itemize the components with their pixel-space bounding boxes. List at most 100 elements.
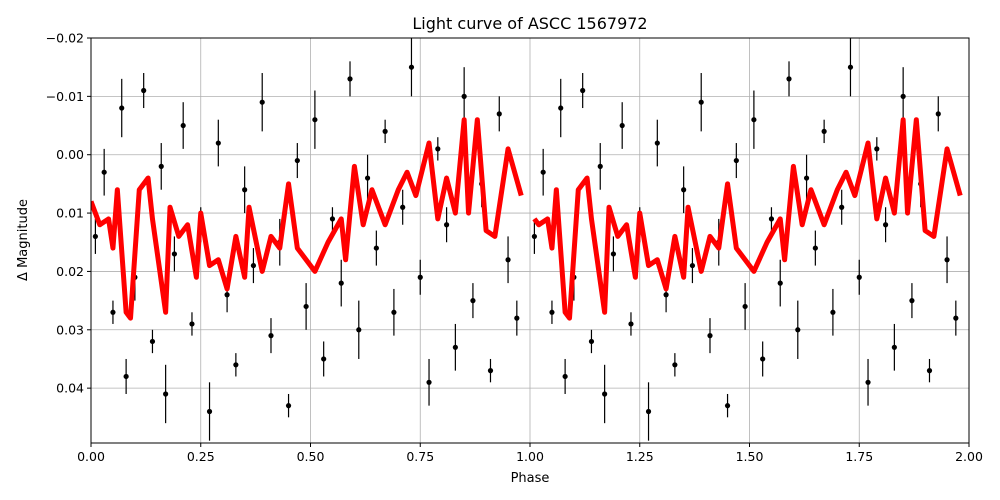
data-point — [426, 379, 432, 385]
data-point — [830, 309, 836, 315]
data-point — [487, 368, 494, 374]
data-point — [110, 309, 116, 315]
data-point — [408, 64, 415, 70]
data-point — [514, 315, 520, 321]
x-tick-label: 0.25 — [187, 449, 215, 464]
data-point — [171, 251, 178, 257]
data-point — [654, 140, 660, 146]
data-point — [909, 298, 915, 304]
chart-title: Light curve of ASCC 1567972 — [412, 14, 647, 33]
data-point — [953, 315, 959, 321]
data-point — [356, 327, 362, 333]
data-point — [689, 262, 696, 269]
x-tick-label: 1.25 — [626, 449, 654, 464]
x-tick-label: 1.50 — [736, 449, 764, 464]
data-point — [751, 117, 757, 123]
data-point — [935, 111, 941, 117]
data-point — [123, 373, 129, 380]
data-point — [92, 233, 98, 240]
data-point — [865, 379, 871, 385]
data-point — [373, 245, 379, 251]
data-point — [847, 64, 854, 70]
data-point — [944, 257, 950, 263]
data-point — [856, 274, 862, 280]
data-point — [645, 408, 652, 415]
data-point — [540, 169, 546, 175]
data-point — [839, 204, 845, 210]
x-tick-label: 1.00 — [516, 449, 544, 464]
data-point — [742, 303, 748, 310]
data-point — [242, 187, 248, 193]
data-point — [926, 368, 933, 374]
data-point — [505, 257, 511, 263]
data-point — [882, 222, 889, 228]
data-point — [549, 309, 555, 315]
data-point — [768, 216, 775, 222]
data-point — [874, 146, 880, 152]
y-tick-label: −0.02 — [46, 31, 84, 46]
data-point — [294, 157, 300, 164]
y-axis-label: Δ Magnitude — [16, 199, 31, 281]
data-point — [900, 93, 906, 99]
data-point — [347, 76, 353, 82]
data-point — [803, 175, 810, 181]
data-point — [338, 280, 344, 286]
data-point — [189, 321, 195, 327]
data-point — [610, 251, 617, 257]
data-point — [562, 373, 568, 380]
data-point — [891, 344, 897, 350]
data-point — [724, 403, 731, 409]
data-point — [707, 333, 713, 339]
x-tick-label: 0.00 — [77, 449, 105, 464]
x-tick-label: 2.00 — [955, 449, 983, 464]
x-axis-label: Phase — [511, 471, 550, 486]
data-point — [452, 344, 458, 350]
data-point — [795, 327, 801, 333]
data-point — [786, 76, 792, 82]
data-point — [733, 157, 739, 164]
data-point — [233, 362, 239, 368]
data-point — [215, 140, 221, 146]
y-tick-label: 0.01 — [56, 206, 84, 221]
data-point — [619, 122, 625, 129]
data-point — [681, 187, 687, 193]
data-point — [597, 163, 603, 169]
data-point — [312, 117, 318, 123]
data-point — [580, 87, 586, 94]
data-point — [285, 403, 292, 409]
data-point — [461, 93, 467, 99]
data-point — [602, 391, 608, 397]
data-point — [149, 338, 156, 345]
data-point — [250, 262, 257, 269]
data-point — [400, 204, 406, 210]
x-tick-label: 0.50 — [297, 449, 325, 464]
data-point — [777, 280, 783, 286]
data-point — [628, 321, 634, 327]
data-point — [812, 245, 818, 251]
data-point — [663, 292, 669, 298]
y-tick-label: 0.02 — [56, 264, 84, 279]
data-point — [180, 122, 186, 129]
data-point — [496, 111, 502, 117]
data-point — [698, 99, 704, 105]
data-point — [163, 391, 169, 397]
data-point — [760, 356, 766, 362]
data-point — [391, 309, 397, 315]
y-tick-label: 0.03 — [56, 322, 84, 337]
x-tick-label: 1.75 — [845, 449, 873, 464]
data-point — [443, 222, 450, 228]
y-tick-label: 0.04 — [56, 381, 84, 396]
y-tick-label: 0.00 — [56, 147, 84, 162]
data-point — [224, 292, 230, 298]
data-point — [435, 146, 441, 152]
data-point — [259, 99, 265, 105]
data-point — [588, 338, 595, 345]
data-point — [470, 298, 476, 304]
data-point — [101, 169, 107, 175]
data-point — [382, 128, 388, 134]
data-point — [303, 303, 309, 310]
data-point — [417, 274, 423, 280]
data-point — [321, 356, 327, 362]
data-point — [158, 163, 164, 169]
